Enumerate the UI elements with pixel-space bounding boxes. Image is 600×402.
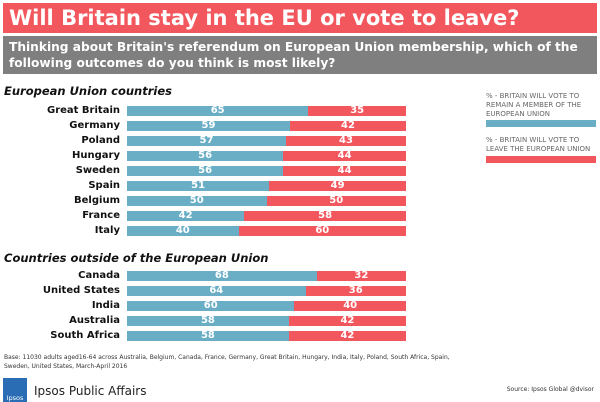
bar-leave: 42 (288, 331, 406, 341)
category-label: United States (42, 285, 120, 296)
ipsos-logo: Ipsos (3, 378, 27, 402)
bar-remain: 56 (127, 151, 284, 161)
logo-text: Ipsos (6, 394, 24, 402)
category-label: Belgium (74, 195, 120, 206)
category-label: India (91, 300, 120, 311)
category-label: Australia (69, 315, 120, 326)
bar-remain: 57 (127, 136, 287, 146)
category-label: Great Britain (47, 105, 120, 116)
bar-leave: 58 (244, 211, 406, 221)
bar-leave: 42 (288, 316, 406, 326)
category-label: Germany (69, 120, 120, 131)
bar-leave: 40 (294, 301, 406, 311)
bar-remain: 58 (127, 331, 289, 341)
chart-subtitle: Thinking about Britain's referendum on E… (3, 36, 597, 74)
bar-remain: 65 (127, 106, 309, 116)
legend-remain-swatch (486, 120, 596, 127)
bar-leave: 42 (289, 121, 406, 131)
section-heading: European Union countries (4, 84, 173, 98)
bar-leave: 44 (283, 151, 406, 161)
bar-remain: 51 (127, 181, 270, 191)
bar-remain: 58 (127, 316, 289, 326)
bar-leave: 32 (316, 271, 406, 281)
brand-name: Ipsos Public Affairs (34, 384, 147, 398)
legend-leave-swatch (486, 156, 596, 163)
category-label: Spain (88, 180, 120, 191)
source-note: Source: Ipsos Global @dvisor (506, 386, 594, 393)
section-heading: Countries outside of the European Union (4, 251, 269, 265)
category-label: Italy (94, 225, 120, 236)
bar-remain: 60 (127, 301, 295, 311)
category-label: Canada (78, 270, 120, 281)
category-label: South Africa (50, 330, 120, 341)
legend-remain-label: % - BRITAIN WILL VOTE TO REMAIN A MEMBER… (486, 92, 582, 118)
bar-leave: 36 (305, 286, 406, 296)
category-label: Poland (81, 135, 120, 146)
bar-remain: 40 (127, 226, 239, 236)
bar-remain: 59 (127, 121, 290, 131)
bar-remain: 64 (127, 286, 306, 296)
bar-remain: 50 (127, 196, 267, 206)
bar-leave: 44 (283, 166, 406, 176)
bar-leave: 49 (269, 181, 406, 191)
bar-remain: 42 (127, 211, 245, 221)
bar-leave: 50 (266, 196, 406, 206)
category-label: Hungary (72, 150, 120, 161)
base-note: Base: 11030 adults aged16-64 across Aust… (4, 354, 450, 370)
bar-leave: 60 (238, 226, 406, 236)
category-label: France (82, 210, 120, 221)
bar-remain: 56 (127, 166, 284, 176)
bar-leave: 43 (286, 136, 406, 146)
chart-title: Will Britain stay in the EU or vote to l… (3, 3, 597, 33)
category-label: Sweden (75, 165, 120, 176)
bar-leave: 35 (308, 106, 406, 116)
legend-leave-label: % - BRITAIN WILL VOTE TO LEAVE THE EUROP… (486, 136, 591, 153)
bar-remain: 68 (127, 271, 317, 281)
